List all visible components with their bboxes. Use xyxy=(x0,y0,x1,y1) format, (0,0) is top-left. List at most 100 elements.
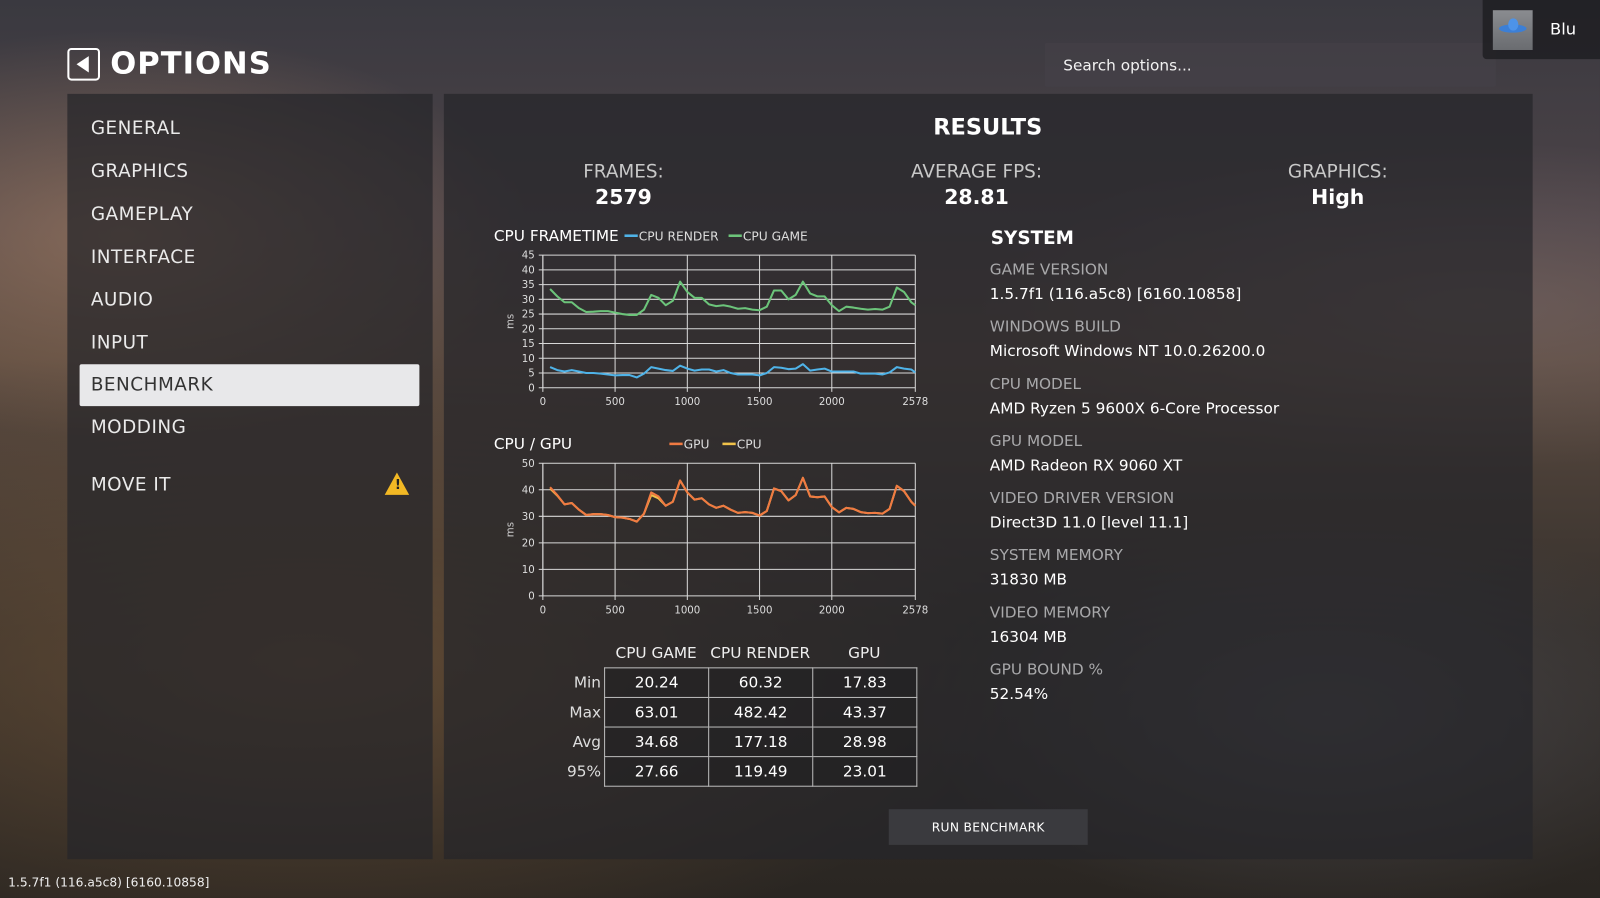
x-tick-label: 2000 xyxy=(819,605,845,616)
average-fps-value: 28.81 xyxy=(944,184,1009,210)
graphics-value: High xyxy=(1311,184,1365,210)
system-value: 52.54% xyxy=(989,684,1049,704)
sidebar-item-benchmark[interactable]: BENCHMARK xyxy=(90,373,214,396)
series-line-cpu-render xyxy=(549,363,916,379)
sidebar-item-general[interactable]: GENERAL xyxy=(90,117,181,140)
y-tick-label: 10 xyxy=(522,354,535,365)
system-value: 1.5.7f1 (116.a5c8) [6160.10858] xyxy=(989,284,1242,304)
y-tick-label: 10 xyxy=(522,565,535,576)
x-tick-label: 500 xyxy=(605,397,624,408)
run-benchmark-button[interactable]: RUN BENCHMARK xyxy=(888,809,1088,845)
y-tick-label: 0 xyxy=(528,383,534,394)
system-value: Direct3D 11.0 [level 11.1] xyxy=(989,513,1189,532)
back-arrow-icon xyxy=(76,56,89,73)
row-label-avg: Avg xyxy=(572,732,602,752)
system-label: WINDOWS BUILD xyxy=(989,317,1121,336)
user-profile[interactable]: Blu xyxy=(1482,0,1600,60)
row-label-max: Max xyxy=(569,703,602,722)
warning-icon: ! xyxy=(384,472,410,495)
y-tick-label: 15 xyxy=(522,339,535,350)
x-tick-label: 2578 xyxy=(902,605,928,616)
search-input[interactable]: Search options... xyxy=(1044,42,1496,87)
column-header-cpu-render: CPU RENDER xyxy=(710,643,811,663)
series-line-cpu-game xyxy=(549,280,916,316)
y-axis-label: ms xyxy=(505,522,516,537)
series-line-gpu xyxy=(549,476,917,523)
table-cell: 17.83 xyxy=(812,667,918,698)
column-header-gpu: GPU xyxy=(848,643,881,663)
table-cell: 20.24 xyxy=(604,667,710,698)
sidebar-item-input[interactable]: INPUT xyxy=(90,332,149,354)
back-button[interactable] xyxy=(67,47,100,81)
avatar xyxy=(1492,10,1533,50)
x-tick-label: 2000 xyxy=(819,397,845,408)
table-row: 34.68 177.18 28.98 xyxy=(604,726,918,758)
sidebar-item-graphics[interactable]: GRAPHICS xyxy=(90,160,189,183)
x-tick-label: 1000 xyxy=(674,605,700,616)
x-tick-label: 1000 xyxy=(674,397,700,408)
table-cell: 119.49 xyxy=(708,756,814,787)
sidebar-item-modding[interactable]: MODDING xyxy=(90,416,187,439)
system-label: GPU MODEL xyxy=(989,431,1083,450)
sidebar-item-gameplay[interactable]: GAMEPLAY xyxy=(90,203,194,225)
y-tick-label: 40 xyxy=(522,485,535,496)
table-cell: 60.32 xyxy=(708,667,814,698)
y-tick-label: 40 xyxy=(522,265,535,276)
system-label: GAME VERSION xyxy=(989,260,1109,279)
x-tick-label: 2578 xyxy=(902,397,928,408)
stats-table: 20.24 60.32 17.83 63.01 482.42 43.37 34.68 17… xyxy=(604,667,918,787)
table-cell: 34.68 xyxy=(604,726,710,758)
table-cell: 28.98 xyxy=(812,726,918,758)
legend-label: CPU RENDER xyxy=(639,229,719,243)
y-tick-label: 0 xyxy=(528,591,534,602)
average-fps-label: AVERAGE FPS: xyxy=(911,161,1043,183)
legend-label: CPU GAME xyxy=(743,229,808,243)
sidebar-item-interface[interactable]: INTERFACE xyxy=(90,246,196,268)
row-label-min: Min xyxy=(573,673,602,692)
table-row: 63.01 482.42 43.37 xyxy=(604,696,918,728)
user-name: Blu xyxy=(1549,19,1577,39)
y-tick-label: 30 xyxy=(522,512,535,523)
chart-title: CPU FRAMETIME xyxy=(494,227,619,245)
y-tick-label: 35 xyxy=(522,280,535,291)
sidebar xyxy=(67,93,433,860)
table-cell: 177.18 xyxy=(708,726,814,758)
system-label: GPU BOUND % xyxy=(989,660,1104,679)
table-row: 20.24 60.32 17.83 xyxy=(604,667,918,698)
page-title: OPTIONS xyxy=(110,45,272,82)
x-tick-label: 1500 xyxy=(747,397,773,408)
system-title: SYSTEM xyxy=(990,227,1074,249)
legend-label: GPU xyxy=(684,437,710,451)
system-value: AMD Radeon RX 9060 XT xyxy=(989,456,1183,475)
x-tick-label: 0 xyxy=(540,397,546,408)
y-tick-label: 45 xyxy=(522,251,535,262)
table-cell: 27.66 xyxy=(604,756,710,787)
x-tick-label: 0 xyxy=(540,605,546,616)
sidebar-item-audio[interactable]: AUDIO xyxy=(90,289,154,311)
table-row: 27.66 119.49 23.01 xyxy=(604,756,918,787)
row-label-95: 95% xyxy=(566,762,602,781)
table-cell: 482.42 xyxy=(708,696,814,728)
system-value: 16304 MB xyxy=(989,627,1068,646)
system-label: CPU MODEL xyxy=(989,374,1082,393)
column-header-cpu-game: CPU GAME xyxy=(615,643,697,663)
system-label: VIDEO DRIVER VERSION xyxy=(989,488,1175,508)
system-value: AMD Ryzen 5 9600X 6-Core Processor xyxy=(989,398,1280,418)
system-label: SYSTEM MEMORY xyxy=(989,545,1123,565)
results-title: RESULTS xyxy=(933,115,1043,141)
y-tick-label: 30 xyxy=(522,295,535,306)
y-tick-label: 20 xyxy=(522,538,535,549)
y-axis-label: ms xyxy=(505,314,516,329)
table-cell: 43.37 xyxy=(812,696,918,728)
sidebar-selected-highlight xyxy=(79,364,420,407)
table-cell: 63.01 xyxy=(604,696,710,728)
frames-value: 2579 xyxy=(595,184,652,210)
chart-title: CPU / GPU xyxy=(494,435,572,453)
y-tick-label: 5 xyxy=(528,369,534,380)
y-tick-label: 20 xyxy=(522,324,535,335)
sidebar-item-move-it[interactable]: MOVE IT xyxy=(90,473,172,496)
system-label: VIDEO MEMORY xyxy=(989,603,1111,622)
y-tick-label: 25 xyxy=(522,310,535,321)
